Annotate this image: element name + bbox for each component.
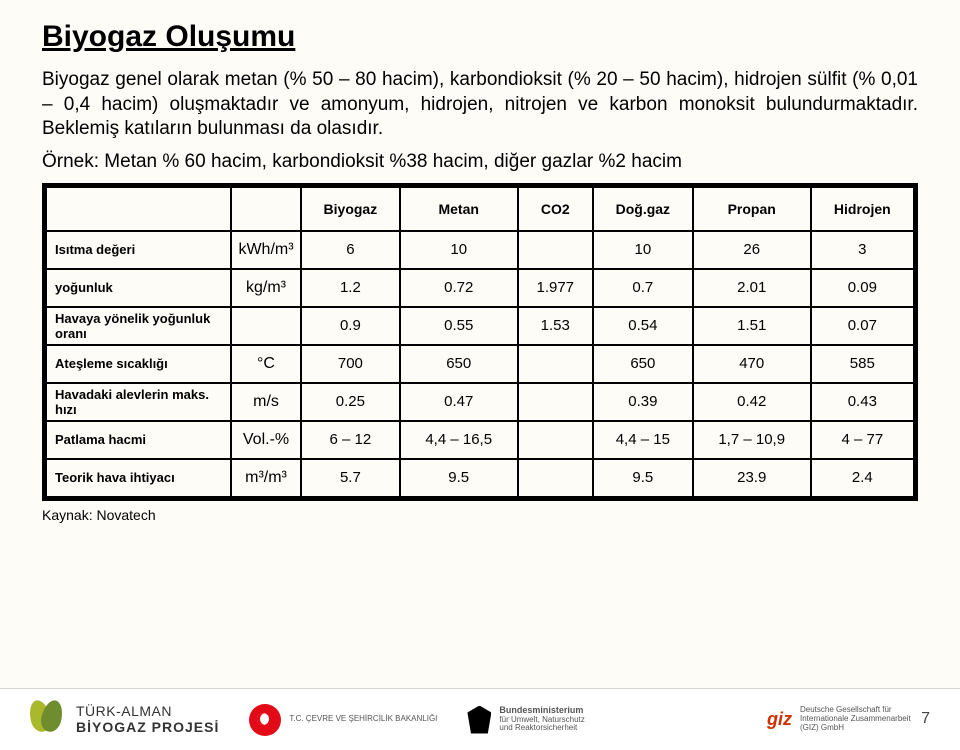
table-cell	[518, 421, 593, 459]
table-cell: 5.7	[301, 459, 400, 497]
table-row-unit: °C	[231, 345, 301, 383]
table-cell: 585	[811, 345, 914, 383]
table-row-label: Ateşleme sıcaklığı	[46, 345, 231, 383]
de-ministry-group: Bundesministerium für Umwelt, Naturschut…	[467, 706, 584, 734]
de-ministry-line2: für Umwelt, Naturschutz	[499, 715, 584, 724]
de-ministry-text: Bundesministerium für Umwelt, Naturschut…	[499, 706, 584, 733]
page-title: Biyogaz Oluşumu	[42, 20, 918, 54]
paragraph-1: Biyogaz genel olarak metan (% 50 – 80 ha…	[42, 68, 918, 142]
table-cell: 0.9	[301, 307, 400, 345]
table-row-label: Patlama hacmi	[46, 421, 231, 459]
giz-subtitle: Deutsche Gesellschaft für Internationale…	[800, 706, 930, 732]
table-cell: 23.9	[693, 459, 811, 497]
table-row-label: Teorik hava ihtiyacı	[46, 459, 231, 497]
project-line2: BİYOGAZ PROJESİ	[76, 719, 219, 735]
table-cell: 0.7	[593, 269, 693, 307]
table-cell: 2.01	[693, 269, 811, 307]
table-cell: 0.07	[811, 307, 914, 345]
giz-group: giz Deutsche Gesellschaft für Internatio…	[767, 706, 930, 732]
table-header-blank	[46, 187, 231, 231]
table-cell: 6 – 12	[301, 421, 400, 459]
table-cell: 4,4 – 16,5	[400, 421, 518, 459]
table-row-label: Havadaki alevlerin maks. hızı	[46, 383, 231, 421]
de-ministry-line3: und Reaktorsicherheit	[499, 723, 577, 732]
table-cell: 26	[693, 231, 811, 269]
table-cell: 0.43	[811, 383, 914, 421]
leaf-icon	[30, 700, 68, 740]
table-cell: 4,4 – 15	[593, 421, 693, 459]
table-cell: 1.2	[301, 269, 400, 307]
table-cell: 4 – 77	[811, 421, 914, 459]
table-header: CO2	[518, 187, 593, 231]
table-header: Biyogaz	[301, 187, 400, 231]
table-row-label: Isıtma değeri	[46, 231, 231, 269]
source-label: Kaynak: Novatech	[42, 507, 918, 523]
tr-ministry-text: T.C. ÇEVRE VE ŞEHİRCİLİK BAKANLIĞI	[289, 715, 437, 724]
table-cell: 650	[400, 345, 518, 383]
project-logo-group: TÜRK-ALMAN BİYOGAZ PROJESİ	[30, 700, 219, 740]
table-cell: 1,7 – 10,9	[693, 421, 811, 459]
de-eagle-icon	[467, 706, 491, 734]
table-cell: 2.4	[811, 459, 914, 497]
table-cell: 1.977	[518, 269, 593, 307]
table-cell: 1.53	[518, 307, 593, 345]
table-cell	[518, 345, 593, 383]
table-cell	[518, 459, 593, 497]
table-row-unit: m/s	[231, 383, 301, 421]
table-cell: 0.42	[693, 383, 811, 421]
table-header: Hidrojen	[811, 187, 914, 231]
table-cell: 0.72	[400, 269, 518, 307]
table-cell	[518, 383, 593, 421]
project-line1: TÜRK-ALMAN	[76, 703, 172, 719]
table-cell: 0.47	[400, 383, 518, 421]
table-header: Doğ.gaz	[593, 187, 693, 231]
table-cell: 0.39	[593, 383, 693, 421]
table-cell: 0.25	[301, 383, 400, 421]
project-name: TÜRK-ALMAN BİYOGAZ PROJESİ	[76, 704, 219, 735]
table-header-blank	[231, 187, 301, 231]
table-row-label: Havaya yönelik yoğunluk oranı	[46, 307, 231, 345]
table-cell: 3	[811, 231, 914, 269]
table-cell: 0.09	[811, 269, 914, 307]
table-cell: 9.5	[593, 459, 693, 497]
table-cell: 10	[400, 231, 518, 269]
table-cell: 0.55	[400, 307, 518, 345]
table-header: Propan	[693, 187, 811, 231]
table-cell: 1.51	[693, 307, 811, 345]
table-cell	[518, 231, 593, 269]
table-row-unit: m³/m³	[231, 459, 301, 497]
slide-number: 7	[921, 710, 930, 728]
table-cell: 700	[301, 345, 400, 383]
footer-bar: TÜRK-ALMAN BİYOGAZ PROJESİ T.C. ÇEVRE VE…	[0, 688, 960, 750]
paragraph-2: Örnek: Metan % 60 hacim, karbondioksit %…	[42, 150, 918, 175]
table-row-label: yoğunluk	[46, 269, 231, 307]
table-row-unit: Vol.-%	[231, 421, 301, 459]
de-ministry-line1: Bundesministerium	[499, 705, 583, 715]
table-cell: 10	[593, 231, 693, 269]
table-cell: 9.5	[400, 459, 518, 497]
table-cell: 6	[301, 231, 400, 269]
giz-logo: giz	[767, 709, 792, 730]
tr-flag-icon	[249, 704, 281, 736]
table-cell: 650	[593, 345, 693, 383]
table-row-unit	[231, 307, 301, 345]
table-row-unit: kWh/m³	[231, 231, 301, 269]
tr-ministry-group: T.C. ÇEVRE VE ŞEHİRCİLİK BAKANLIĞI	[249, 704, 437, 736]
table-cell: 0.54	[593, 307, 693, 345]
table-row-unit: kg/m³	[231, 269, 301, 307]
table-header: Metan	[400, 187, 518, 231]
properties-table: BiyogazMetanCO2Doğ.gazPropanHidrojen Isıt…	[42, 183, 918, 501]
table-cell: 470	[693, 345, 811, 383]
